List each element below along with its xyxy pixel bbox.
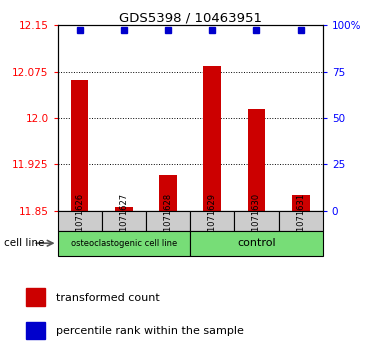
Bar: [146, 211, 190, 231]
Text: cell line: cell line: [4, 238, 44, 248]
Bar: [71, 80, 88, 211]
Bar: [58, 211, 102, 231]
Bar: [292, 195, 309, 211]
Text: GSM1071626: GSM1071626: [75, 192, 84, 249]
Text: osteoclastogenic cell line: osteoclastogenic cell line: [71, 239, 177, 248]
Bar: [203, 66, 221, 211]
Text: GSM1071627: GSM1071627: [119, 192, 128, 249]
Bar: [247, 109, 265, 211]
Text: percentile rank within the sample: percentile rank within the sample: [56, 326, 243, 337]
Text: control: control: [237, 238, 276, 248]
Bar: [159, 175, 177, 211]
Text: GSM1071631: GSM1071631: [296, 192, 305, 249]
Bar: [26, 288, 45, 306]
Bar: [115, 207, 133, 211]
Bar: [26, 322, 45, 339]
Bar: [190, 231, 323, 256]
Bar: [58, 231, 190, 256]
Text: GSM1071630: GSM1071630: [252, 192, 261, 249]
Text: GSM1071628: GSM1071628: [164, 192, 173, 249]
Bar: [234, 211, 279, 231]
Bar: [102, 211, 146, 231]
Text: GSM1071629: GSM1071629: [208, 192, 217, 249]
Text: transformed count: transformed count: [56, 293, 160, 303]
Bar: [190, 211, 234, 231]
Title: GDS5398 / 10463951: GDS5398 / 10463951: [119, 11, 262, 24]
Bar: [279, 211, 323, 231]
